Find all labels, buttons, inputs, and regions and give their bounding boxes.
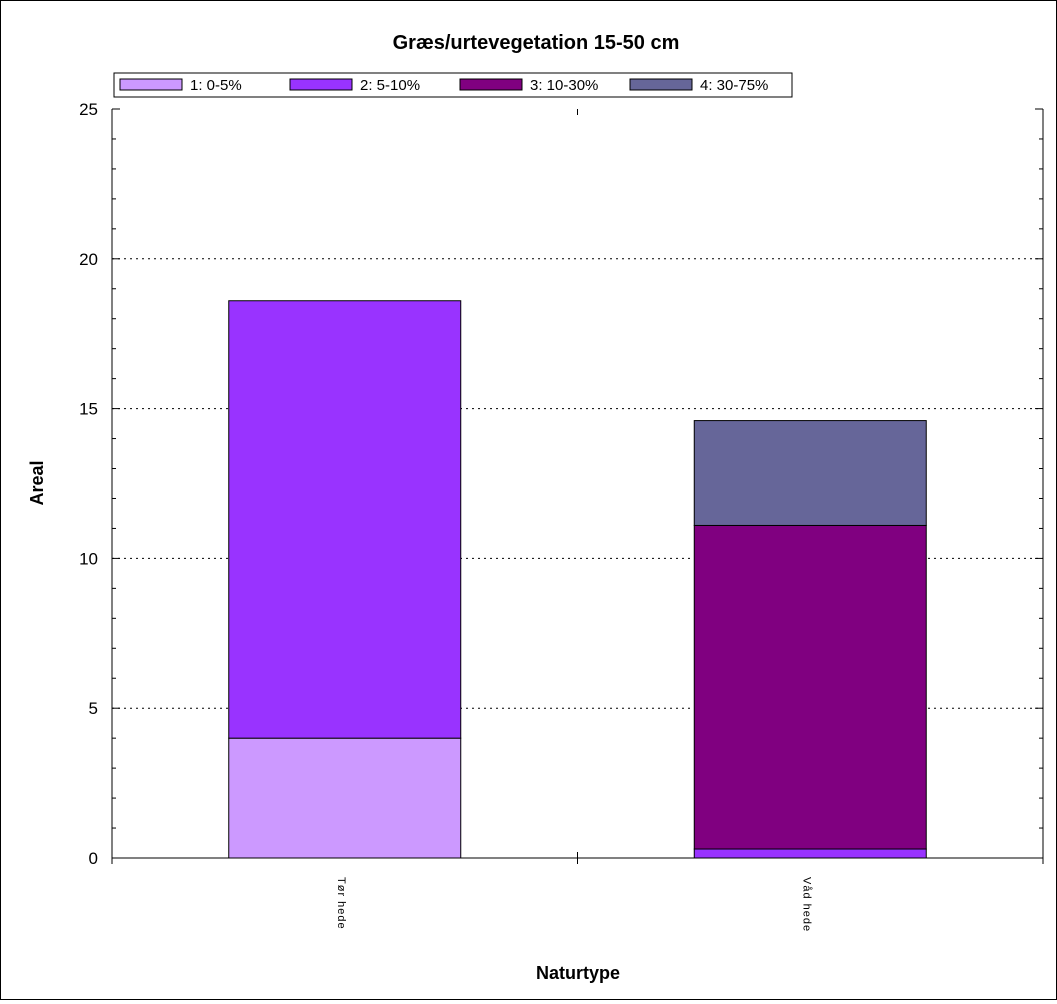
legend-swatch (119, 78, 183, 91)
y-axis-title: Areal (27, 460, 47, 505)
bar-segment (228, 737, 462, 859)
y-tick-label: 10 (79, 549, 98, 568)
legend-label: 1: 0-5% (190, 77, 242, 94)
legend-swatch (629, 78, 693, 91)
legend-item: 1: 0-5% (119, 77, 242, 94)
legend-label: 3: 10-30% (530, 77, 598, 94)
bar-segment (693, 848, 927, 859)
legend-label: 4: 30-75% (700, 77, 768, 94)
chart-title: Græs/urtevegetation 15-50 cm (393, 32, 680, 54)
y-tick-label: 15 (79, 400, 98, 419)
y-axis-ticks: 0 5 10 15 20 25 (79, 100, 1044, 868)
bar-segment (693, 420, 927, 526)
legend: 1: 0-5% 2: 5-10% 3: 10-30% 4: 30-75% (113, 72, 793, 98)
legend-item: 4: 30-75% (629, 77, 768, 94)
y-tick-label: 20 (79, 250, 98, 269)
y-tick-label: 5 (89, 699, 98, 718)
legend-label: 2: 5-10% (360, 77, 420, 94)
bar-segment (228, 300, 462, 739)
legend-swatch (459, 78, 523, 91)
x-axis-title: Naturtype (536, 963, 620, 983)
y-tick-label: 25 (79, 100, 98, 119)
legend-swatch (289, 78, 353, 91)
x-tick-label: Våd hede (800, 877, 812, 932)
x-tick-label: Tør hede (335, 877, 347, 930)
bars (228, 300, 927, 859)
legend-item: 3: 10-30% (459, 77, 598, 94)
legend-item: 2: 5-10% (289, 77, 420, 94)
x-axis-labels: Tør hede Våd hede (335, 877, 813, 932)
bar-segment (693, 524, 927, 850)
y-tick-label: 0 (89, 849, 98, 868)
